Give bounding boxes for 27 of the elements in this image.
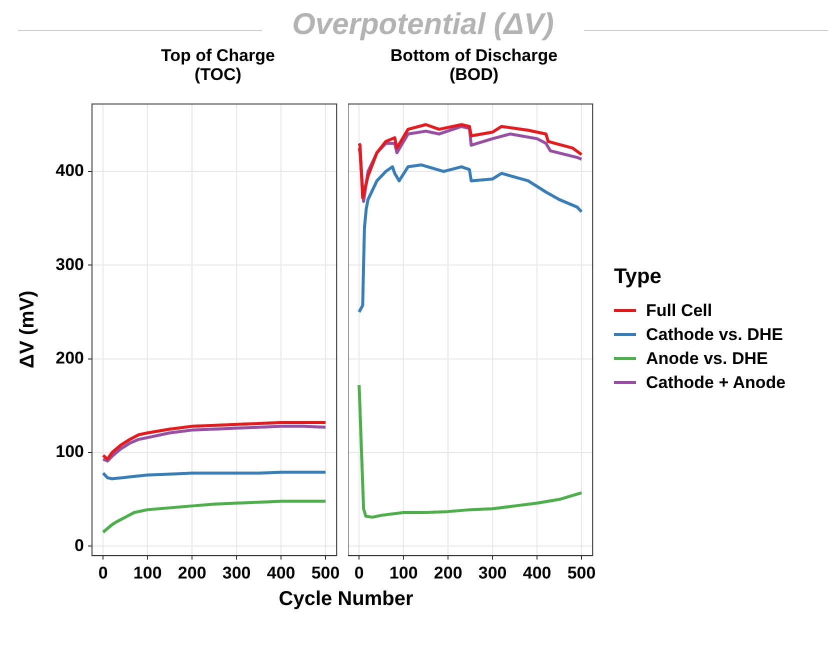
y-tick-label: 0	[74, 536, 84, 555]
y-tick-label: 400	[56, 161, 84, 180]
x-tick-label: 300	[222, 563, 251, 582]
x-tick-label: 200	[434, 563, 462, 582]
chart-title: Bottom of Discharge (BOD)	[389, 46, 559, 86]
x-tick-label: 300	[478, 563, 507, 582]
x-tick-label: 200	[178, 563, 206, 582]
y-tick-label: 300	[56, 254, 84, 274]
legend-label: Cathode vs. DHE	[646, 324, 783, 344]
y-tick-label: 100	[56, 442, 84, 462]
x-tick-label: 400	[266, 563, 296, 582]
x-tick-label: 100	[133, 563, 162, 582]
x-tick-label: 500	[567, 563, 596, 582]
x-tick-label: 0	[354, 563, 364, 582]
legend-label: Cathode + Anode	[646, 372, 786, 392]
legend-label: Full Cell	[646, 300, 712, 320]
x-tick-label: 100	[389, 563, 418, 582]
x-tick-label: 500	[311, 563, 340, 582]
legend-title: Type	[614, 264, 662, 288]
legend-label: Anode vs. DHE	[646, 348, 768, 368]
y-tick-label: 200	[56, 348, 84, 368]
x-axis-title: Cycle Number	[278, 588, 414, 611]
x-tick-label: 400	[522, 563, 552, 582]
text: Overpotential (ΔV)	[291, 8, 555, 42]
chart-title: Top of Charge (TOC)	[160, 46, 276, 86]
y-axis-title: ΔV (mV)	[16, 290, 40, 368]
x-tick-label: 0	[98, 563, 108, 582]
